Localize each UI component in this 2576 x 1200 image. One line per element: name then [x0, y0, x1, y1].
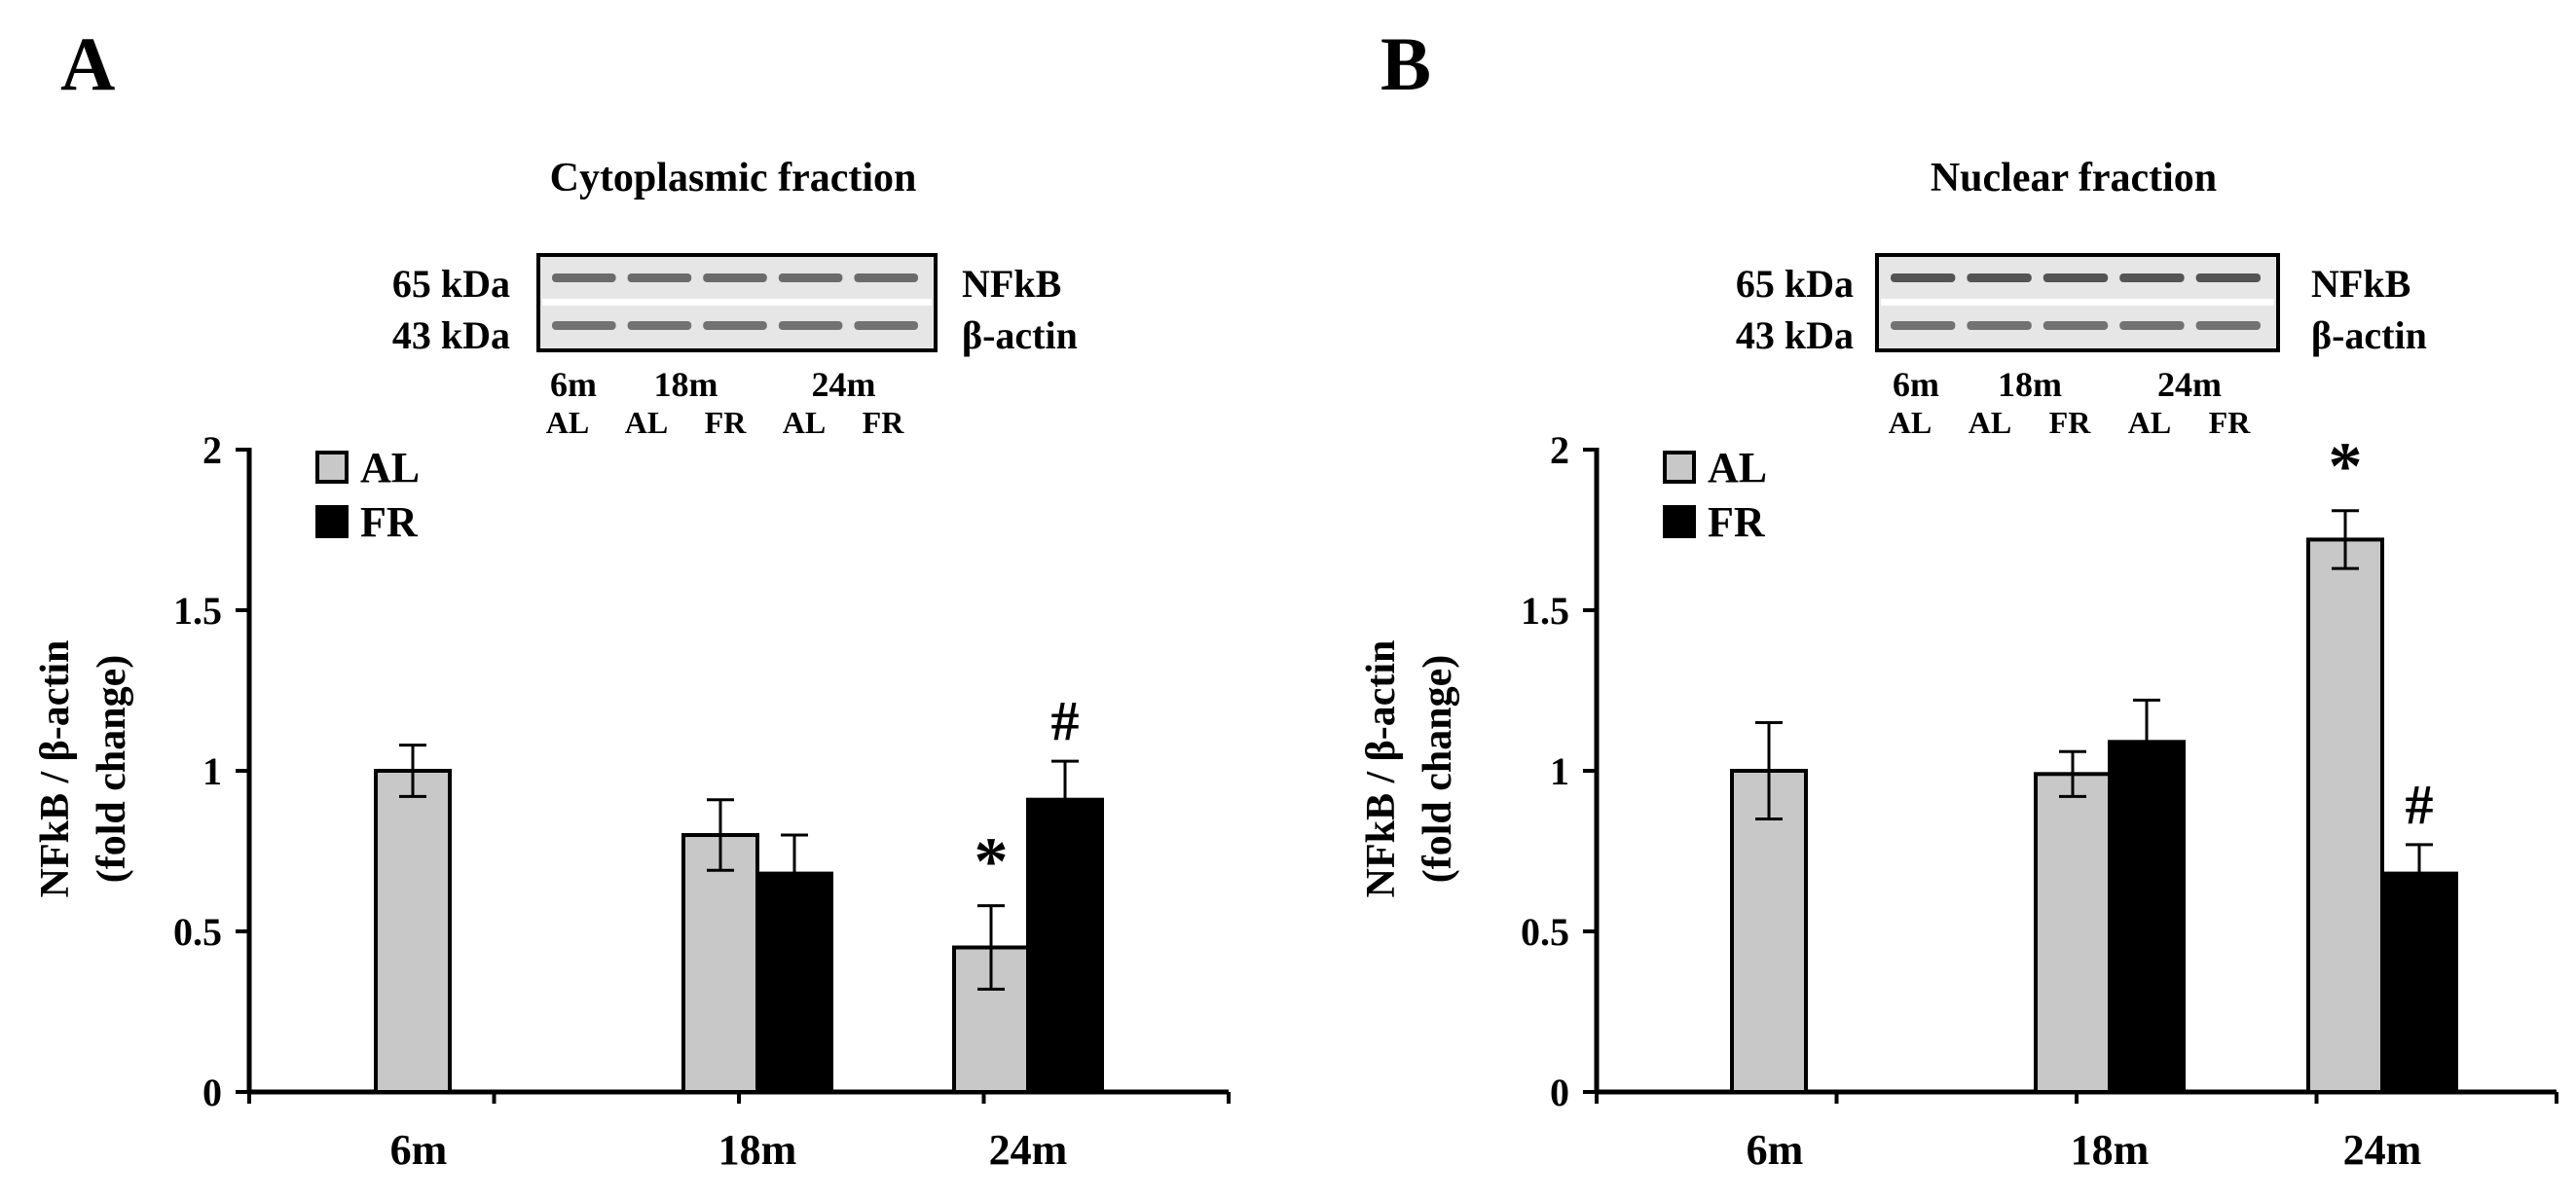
- blot-kda-label: 65 kDa: [1736, 262, 1854, 306]
- x-tick-label: 24m: [2343, 1126, 2422, 1174]
- actin-band: [1891, 321, 1956, 330]
- blot-lane-label: AL: [625, 405, 668, 440]
- y-tick-label: 1.5: [173, 589, 222, 633]
- chart-panel-A: A Cytoplasmic fraction 65 kDa 43 kDa NFkB β-a…: [33, 21, 1231, 1174]
- nfkb-band: [552, 273, 616, 282]
- actin-band: [703, 321, 767, 330]
- bar-fr-18m: [2108, 740, 2186, 1094]
- blot-protein-label: β-actin: [2311, 313, 2427, 357]
- western-blot: [536, 253, 938, 352]
- bar-al-18m: [681, 833, 759, 1094]
- actin-band: [2042, 321, 2109, 330]
- actin-band: [2119, 321, 2185, 330]
- x-tick-label: 18m: [2071, 1126, 2150, 1174]
- y-tick-label: 2: [202, 428, 222, 472]
- legend: AL FR: [1663, 444, 1767, 546]
- nfkb-band: [1967, 273, 2032, 282]
- blot-age-label: 24m: [2157, 365, 2222, 404]
- y-axis-title: NFkB / β-actin: [1359, 640, 1404, 898]
- x-tick-label: 24m: [989, 1126, 1068, 1174]
- legend-swatch-fr: [315, 505, 349, 538]
- legend-swatch-al: [1663, 451, 1696, 484]
- y-axis-title: NFkB / β-actin: [33, 640, 78, 898]
- actin-band: [778, 321, 843, 330]
- blot-kda-label: 43 kDa: [1736, 313, 1854, 357]
- blot-separator: [1881, 299, 2274, 306]
- legend-label: FR: [360, 498, 419, 546]
- x-tick-label: 6m: [390, 1126, 448, 1174]
- bar-fr-24m: [2380, 871, 2458, 1094]
- x-tick-label: 18m: [718, 1126, 797, 1174]
- western-blot: [1875, 253, 2280, 352]
- y-tick-label: 1: [1550, 749, 1569, 793]
- legend-swatch-fr: [1663, 505, 1696, 538]
- blot-lane-label: FR: [705, 405, 748, 440]
- blot-separator: [542, 299, 932, 306]
- blot-lane-label: AL: [2128, 405, 2171, 440]
- blot-lane-label: FR: [2209, 405, 2252, 440]
- significance-mark: *: [975, 825, 1009, 900]
- significance-mark: *: [2329, 430, 2363, 505]
- legend-swatch-al: [315, 451, 349, 484]
- blot-kda-label: 65 kDa: [392, 262, 510, 306]
- legend: AL FR: [315, 444, 420, 546]
- blot-lane-label: FR: [2049, 405, 2092, 440]
- nfkb-band: [2042, 273, 2109, 282]
- blot-lane-label: AL: [1969, 405, 2011, 440]
- blot-protein-label: NFkB: [2311, 262, 2410, 306]
- chart-panel-B: B Nuclear fraction 65 kDa 43 kDa NFkB β-actin…: [1359, 21, 2558, 1174]
- nfkb-band: [778, 273, 843, 282]
- y-tick-label: 1: [202, 749, 222, 793]
- y-axis-title: (fold change): [90, 655, 134, 884]
- blot-protein-label: β-actin: [962, 313, 1078, 357]
- actin-band: [627, 321, 692, 330]
- y-tick-label: 2: [1550, 428, 1569, 472]
- y-tick-label: 0.5: [1521, 910, 1569, 954]
- bar-al-6m: [374, 769, 452, 1094]
- bar-al-18m: [2034, 772, 2112, 1094]
- blot-lane-label: FR: [863, 405, 905, 440]
- actin-band: [2195, 321, 2261, 330]
- legend-label: AL: [360, 444, 420, 491]
- actin-band: [854, 321, 918, 330]
- panel-label: A: [60, 21, 115, 106]
- y-tick-label: 0: [202, 1071, 222, 1114]
- blot-lane-label: AL: [1889, 405, 1932, 440]
- y-tick-label: 0.5: [173, 910, 222, 954]
- blot-age-label: 24m: [812, 365, 876, 404]
- blot-lane-label: AL: [783, 405, 826, 440]
- y-tick-label: 1.5: [1521, 589, 1569, 633]
- significance-mark: #: [2406, 773, 2434, 836]
- nfkb-band: [1891, 273, 1956, 282]
- bar-al-24m: [2306, 537, 2384, 1094]
- blot-lane-label: AL: [546, 405, 589, 440]
- legend-label: FR: [1708, 498, 1766, 546]
- legend-label: AL: [1708, 444, 1767, 491]
- actin-band: [552, 321, 616, 330]
- actin-band: [1967, 321, 2032, 330]
- blot-age-label: 6m: [550, 365, 597, 404]
- blot-kda-label: 43 kDa: [392, 313, 510, 357]
- blot-protein-label: NFkB: [962, 262, 1061, 306]
- y-axis-title: (fold change): [1416, 655, 1460, 884]
- blot-age-label: 6m: [1893, 365, 1939, 404]
- significance-mark: #: [1051, 689, 1080, 752]
- nfkb-band: [854, 273, 918, 282]
- blot-age-label: 18m: [654, 365, 718, 404]
- chart-title: Cytoplasmic fraction: [550, 156, 917, 200]
- bar-fr-24m: [1026, 797, 1104, 1094]
- nfkb-band: [703, 273, 767, 282]
- chart-title: Nuclear fraction: [1931, 156, 2217, 200]
- y-tick-label: 0: [1550, 1071, 1569, 1114]
- nfkb-band: [2119, 273, 2185, 282]
- nfkb-band: [627, 273, 692, 282]
- nfkb-band: [2195, 273, 2261, 282]
- blot-age-label: 18m: [1998, 365, 2062, 404]
- x-tick-label: 6m: [1747, 1126, 1804, 1174]
- panel-label: B: [1380, 21, 1431, 106]
